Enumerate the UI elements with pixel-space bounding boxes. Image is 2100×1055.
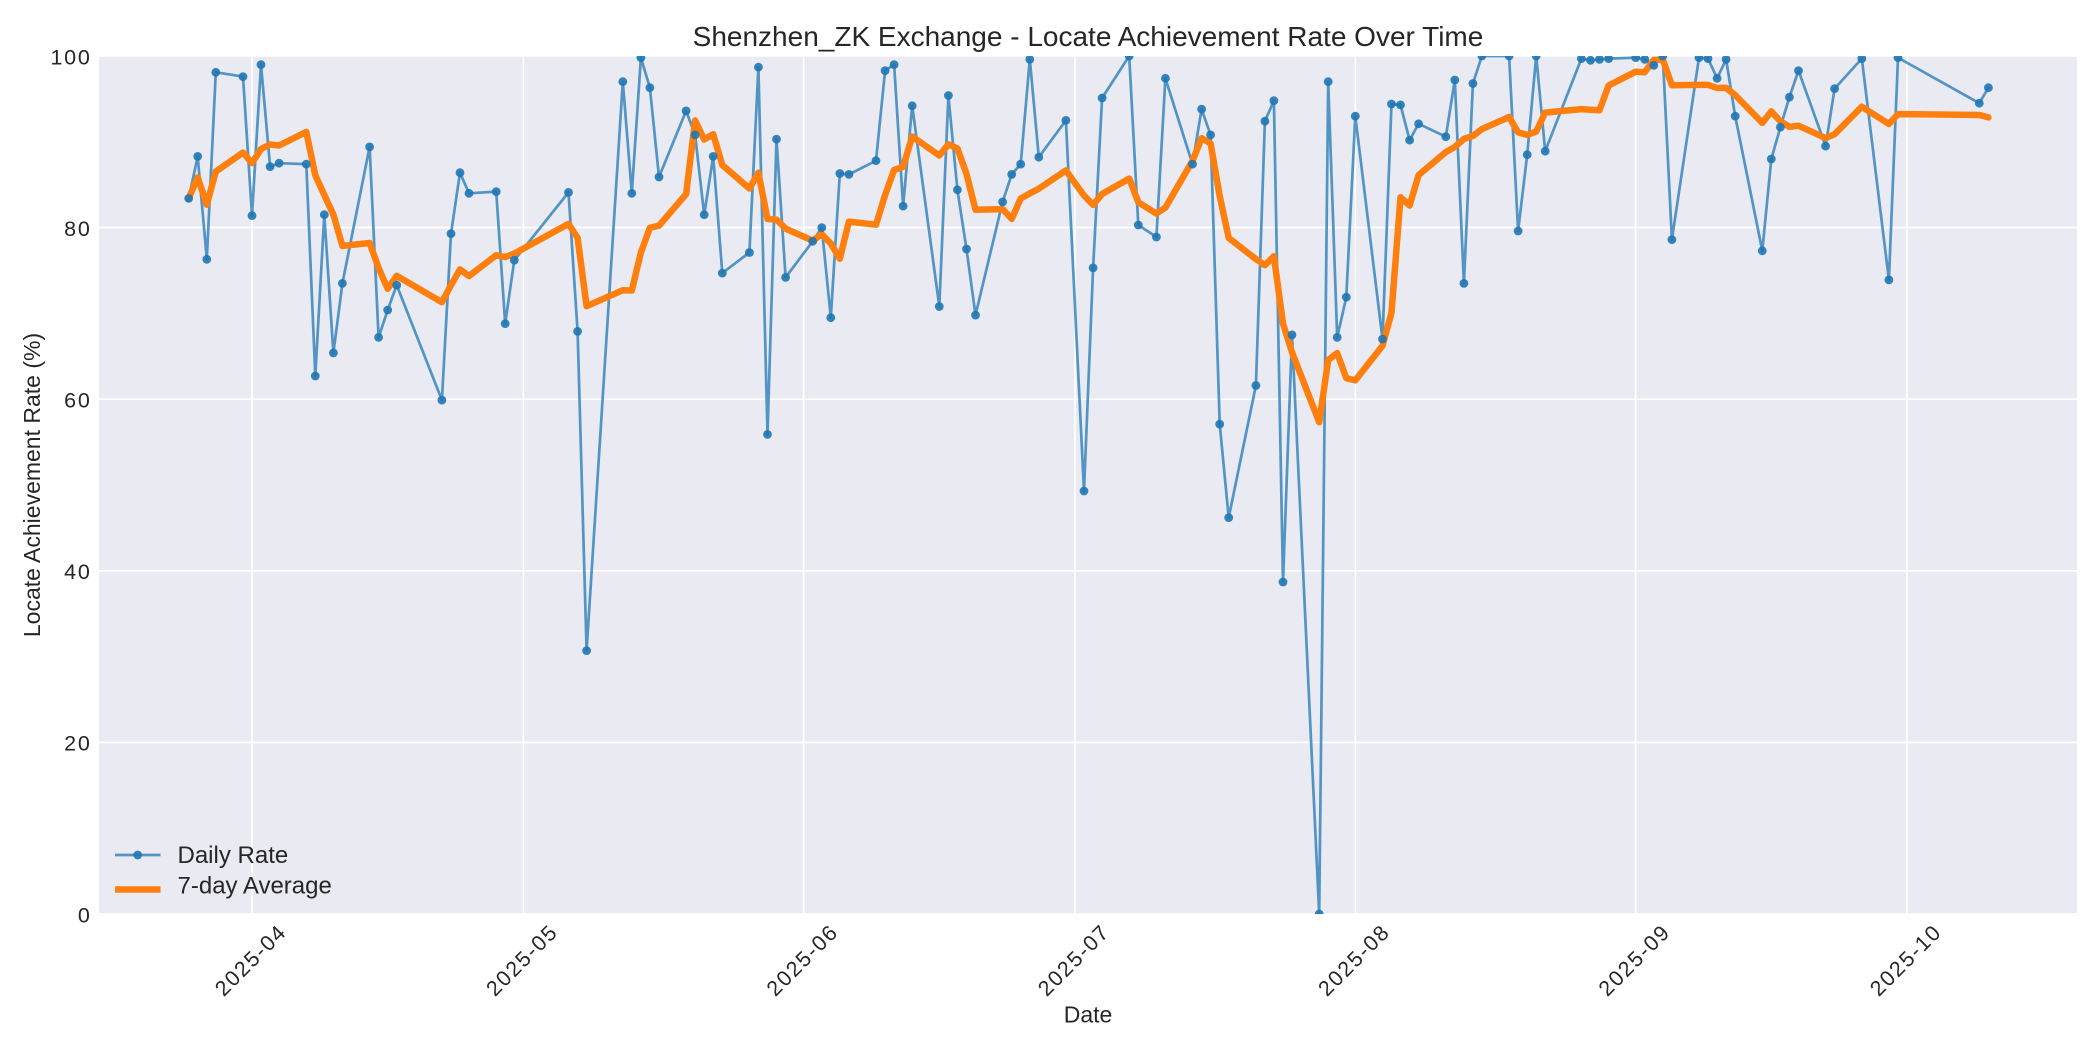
svg-text:80: 80: [64, 217, 91, 241]
svg-text:0: 0: [78, 903, 92, 927]
svg-text:60: 60: [64, 389, 91, 413]
svg-text:100: 100: [51, 45, 92, 69]
svg-text:Date: Date: [1064, 1001, 1113, 1027]
svg-text:40: 40: [64, 560, 91, 584]
svg-text:7-day Average: 7-day Average: [178, 873, 332, 900]
svg-text:Shenzhen_ZK Exchange - Locate: Shenzhen_ZK Exchange - Locate Achievemen…: [693, 21, 1484, 52]
svg-text:20: 20: [64, 732, 91, 756]
svg-text:Locate Achievement Rate (%): Locate Achievement Rate (%): [19, 333, 45, 637]
svg-text:Daily Rate: Daily Rate: [178, 842, 289, 869]
